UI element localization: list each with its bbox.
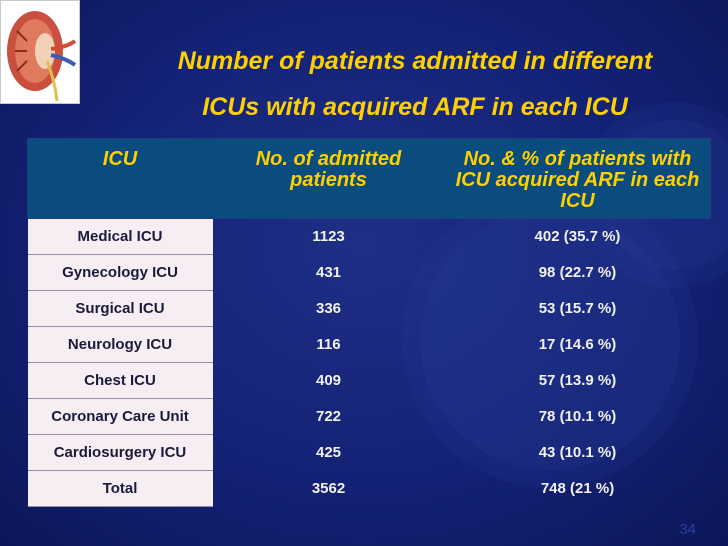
- table-row: Medical ICU 1123 402 (35.7 %): [27, 218, 711, 255]
- table-row: Gynecology ICU 431 98 (22.7 %): [27, 254, 711, 291]
- icu-name: Coronary Care Unit: [27, 398, 213, 435]
- icu-arf-table: ICU No. of admitted patients No. & % of …: [27, 138, 711, 507]
- table-row: Chest ICU 409 57 (13.9 %): [27, 362, 711, 399]
- admitted-count: 722: [315, 408, 342, 425]
- admitted-count: 431: [315, 264, 342, 281]
- header-admitted: No. of admitted patients: [212, 138, 445, 219]
- header-icu: ICU: [27, 138, 213, 219]
- arf-count: 43 (10.1 %): [538, 444, 617, 461]
- arf-count: 17 (14.6 %): [538, 336, 617, 353]
- slide-number: 34: [679, 521, 696, 538]
- arf-count: 98 (22.7 %): [538, 264, 617, 281]
- admitted-count: 336: [315, 300, 342, 317]
- table-header-row: ICU No. of admitted patients No. & % of …: [27, 138, 711, 219]
- admitted-count: 1123: [312, 228, 345, 246]
- icu-name: Neurology ICU: [27, 326, 213, 363]
- icu-name: Chest ICU: [27, 362, 213, 399]
- background-gear: [420, 210, 680, 470]
- admitted-count: 425: [315, 444, 342, 461]
- slide-title: Number of patients admitted in different…: [110, 38, 720, 130]
- arf-count: 402 (35.7 %): [534, 228, 621, 246]
- table-row-total: Total 3562 748 (21 %): [27, 470, 711, 507]
- icu-name: Cardiosurgery ICU: [27, 434, 213, 471]
- table-row: Coronary Care Unit 722 78 (10.1 %): [27, 398, 711, 435]
- header-arf: No. & % of patients with ICU acquired AR…: [444, 138, 711, 219]
- icu-name: Medical ICU: [27, 218, 213, 255]
- arf-count: 78 (10.1 %): [538, 408, 617, 425]
- arf-count: 57 (13.9 %): [538, 372, 617, 389]
- table-row: Surgical ICU 336 53 (15.7 %): [27, 290, 711, 327]
- icu-name: Gynecology ICU: [27, 254, 213, 291]
- admitted-count: 409: [315, 372, 342, 389]
- arf-count: 748 (21 %): [540, 480, 615, 497]
- slide-title-line: Number of patients admitted in different: [177, 47, 653, 75]
- admitted-count: 116: [316, 336, 341, 353]
- arf-count: 53 (15.7 %): [538, 300, 617, 317]
- admitted-count: 3562: [311, 480, 346, 497]
- kidney-illustration: [0, 0, 80, 104]
- table-row: Cardiosurgery ICU 425 43 (10.1 %): [27, 434, 711, 471]
- icu-name: Total: [27, 470, 213, 507]
- icu-name: Surgical ICU: [27, 290, 213, 327]
- slide-title-line: ICUs with acquired ARF in each ICU: [202, 93, 628, 121]
- table-row: Neurology ICU 116 17 (14.6 %): [27, 326, 711, 363]
